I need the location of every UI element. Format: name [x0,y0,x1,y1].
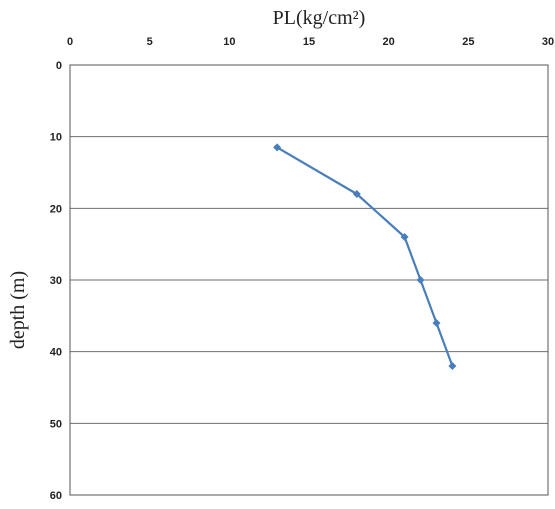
y-tick-label: 10 [50,132,62,144]
x-tick-label: 0 [67,36,73,48]
x-tick-label: 25 [462,36,474,48]
series-layer [273,143,457,370]
y-tick-label: 40 [50,347,62,359]
data-point [352,190,361,198]
data-point [273,143,282,152]
x-tick-label: 20 [383,36,395,48]
data-point [400,233,409,241]
x-tick-label: 10 [223,36,235,48]
y-tick-label: 60 [50,490,62,502]
y-tick-label: 20 [50,203,62,215]
y-tick-label: 30 [50,275,62,287]
y-axis-title: depth (m) [7,271,29,349]
data-point [416,276,425,284]
data-point [432,319,441,327]
y-tick-label: 50 [50,418,62,430]
x-tick-label: 15 [303,36,315,48]
data-point [448,362,457,370]
grid-layer [70,136,548,424]
x-tick-label: 30 [542,36,554,48]
x-tick-label: 5 [147,36,153,48]
plot-frame [69,64,549,496]
y-tick-label: 0 [56,60,62,72]
series-line [276,146,454,367]
axis-layer: 0 10 20 30 40 50 60 0 5 10 15 20 25 30 [50,36,554,502]
x-axis-title: PL(kg/cm²) [273,7,366,29]
